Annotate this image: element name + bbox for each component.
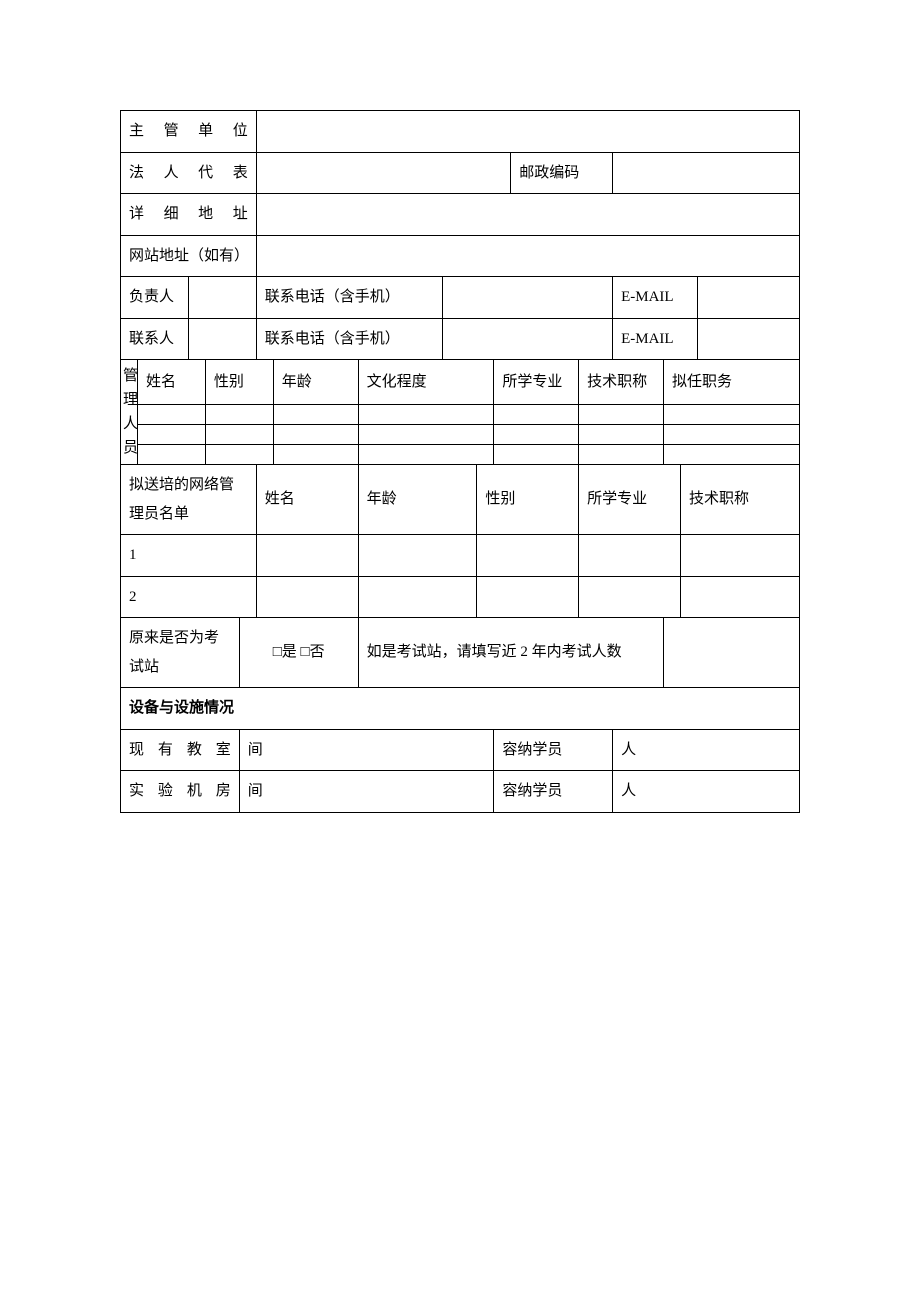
label-contact: 联系人 [121, 318, 189, 360]
field-send2-age[interactable] [358, 576, 477, 618]
label-send-age: 年龄 [358, 465, 477, 535]
label-send-list: 拟送培的网络管理员名单 [121, 465, 257, 535]
label-head-email: E-MAIL [613, 277, 698, 319]
field-postal-code[interactable] [613, 152, 800, 194]
label-legal-rep: 法 人 代 表 [121, 152, 257, 194]
field-staff3-title[interactable] [579, 445, 664, 465]
field-send1-name[interactable] [256, 535, 358, 577]
field-staff2-education[interactable] [358, 425, 494, 445]
checkbox-yes-no[interactable]: □是 □否 [239, 618, 358, 688]
label-head: 负责人 [121, 277, 189, 319]
field-staff1-title[interactable] [579, 405, 664, 425]
label-staff-gender: 性别 [205, 360, 273, 405]
label-head-phone: 联系电话（含手机） [256, 277, 443, 319]
field-address[interactable] [256, 194, 799, 236]
label-send-title: 技术职称 [680, 465, 799, 535]
field-classrooms-unit[interactable]: 间 [239, 729, 494, 771]
field-lab-unit[interactable]: 间 [239, 771, 494, 813]
field-legal-rep[interactable] [256, 152, 511, 194]
label-if-test-2yr: 如是考试站，请填写近 2 年内考试人数 [358, 618, 663, 688]
field-staff3-post[interactable] [664, 445, 800, 465]
field-supervisor-unit[interactable] [256, 111, 799, 153]
field-staff1-major[interactable] [494, 405, 579, 425]
field-staff1-post[interactable] [664, 405, 800, 425]
label-staff-age: 年龄 [273, 360, 358, 405]
field-staff1-gender[interactable] [205, 405, 273, 425]
label-staff-title: 技术职称 [579, 360, 664, 405]
label-lab-rooms: 实 验 机 房 [121, 771, 240, 813]
field-staff3-gender[interactable] [205, 445, 273, 465]
field-lab-capacity-unit[interactable]: 人 [613, 771, 800, 813]
label-contact-phone: 联系电话（含手机） [256, 318, 443, 360]
label-supervisor-unit: 主 管 单 位 [121, 111, 257, 153]
field-staff3-age[interactable] [273, 445, 358, 465]
label-address: 详 细 地 址 [121, 194, 257, 236]
field-staff3-major[interactable] [494, 445, 579, 465]
field-send2-major[interactable] [579, 576, 681, 618]
field-send1-gender[interactable] [477, 535, 579, 577]
field-send2-name[interactable] [256, 576, 358, 618]
field-test-count[interactable] [664, 618, 800, 688]
label-classroom-capacity: 容纳学员 [494, 729, 613, 771]
field-send1-age[interactable] [358, 535, 477, 577]
field-send2-title[interactable] [680, 576, 799, 618]
field-head-email[interactable] [697, 277, 799, 319]
field-staff2-age[interactable] [273, 425, 358, 445]
field-staff2-title[interactable] [579, 425, 664, 445]
field-head-name[interactable] [188, 277, 256, 319]
label-send-gender: 性别 [477, 465, 579, 535]
field-staff3-name[interactable] [137, 445, 205, 465]
field-head-phone[interactable] [443, 277, 613, 319]
label-website: 网站地址（如有） [121, 235, 257, 277]
field-send1-major[interactable] [579, 535, 681, 577]
field-contact-phone[interactable] [443, 318, 613, 360]
field-staff2-major[interactable] [494, 425, 579, 445]
section-facilities-header: 设备与设施情况 [121, 688, 800, 730]
field-website[interactable] [256, 235, 799, 277]
label-send-name: 姓名 [256, 465, 358, 535]
field-classroom-capacity-unit[interactable]: 人 [613, 729, 800, 771]
field-contact-name[interactable] [188, 318, 256, 360]
label-classrooms: 现 有 教 室 [121, 729, 240, 771]
field-staff1-age[interactable] [273, 405, 358, 425]
label-staff-major: 所学专业 [494, 360, 579, 405]
label-lab-capacity: 容纳学员 [494, 771, 613, 813]
field-staff2-post[interactable] [664, 425, 800, 445]
field-staff2-name[interactable] [137, 425, 205, 445]
label-staff-education: 文化程度 [358, 360, 494, 405]
label-staff-post: 拟任职务 [664, 360, 800, 405]
application-form-table: 主 管 单 位 法 人 代 表 邮政编码 详 细 地 址 网站地址（如有） 负责… [120, 110, 800, 813]
label-send-row2: 2 [121, 576, 257, 618]
field-staff1-education[interactable] [358, 405, 494, 425]
field-staff3-education[interactable] [358, 445, 494, 465]
field-send2-gender[interactable] [477, 576, 579, 618]
label-postal-code: 邮政编码 [511, 152, 613, 194]
label-was-test-site: 原来是否为考试站 [121, 618, 240, 688]
label-staff-name: 姓名 [137, 360, 205, 405]
label-staff-vertical: 管理人员 [121, 360, 138, 465]
label-send-major: 所学专业 [579, 465, 681, 535]
label-send-row1: 1 [121, 535, 257, 577]
field-send1-title[interactable] [680, 535, 799, 577]
field-staff1-name[interactable] [137, 405, 205, 425]
field-staff2-gender[interactable] [205, 425, 273, 445]
label-contact-email: E-MAIL [613, 318, 698, 360]
field-contact-email[interactable] [697, 318, 799, 360]
